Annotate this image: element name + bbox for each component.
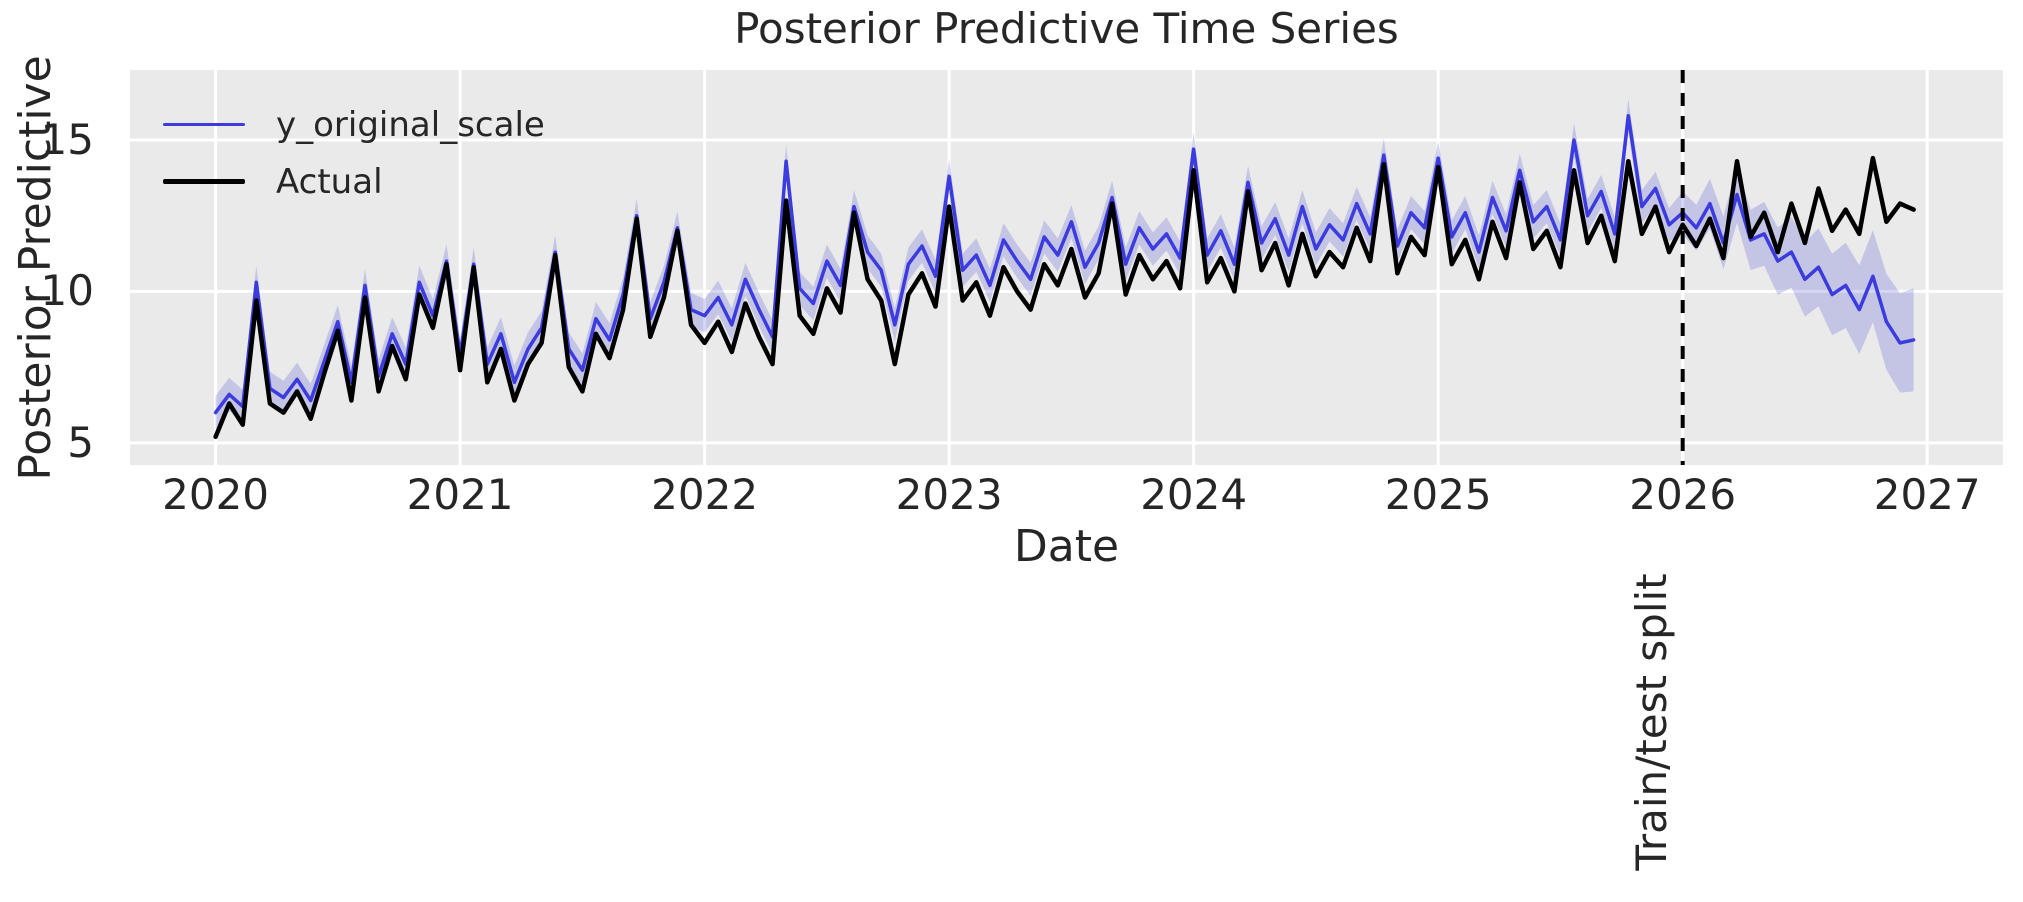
legend-label-actual: Actual bbox=[276, 161, 383, 202]
x-tick-label: 2022 bbox=[651, 470, 759, 519]
x-axis-label: Date bbox=[1013, 521, 1120, 572]
legend-label-predicted: y_original_scale bbox=[276, 104, 545, 145]
x-tick-label: 2027 bbox=[1873, 470, 1981, 519]
plot-area bbox=[130, 70, 2003, 465]
y-tick-label: 15 bbox=[40, 114, 94, 164]
x-tick-label: 2025 bbox=[1384, 470, 1492, 519]
predicted-line bbox=[213, 113, 1916, 415]
legend-line-swatch-black bbox=[163, 179, 245, 184]
chart-title: Posterior Predictive Time Series bbox=[734, 4, 1399, 53]
legend: y_original_scale Actual bbox=[163, 96, 545, 210]
x-tick-label: 2024 bbox=[1140, 470, 1248, 519]
x-tick-label: 2020 bbox=[162, 470, 270, 519]
x-tick-label: 2023 bbox=[895, 470, 1003, 519]
chart-canvas bbox=[130, 70, 2003, 465]
x-tick-label: 2026 bbox=[1629, 470, 1737, 519]
train-test-split-label: Train/test split bbox=[1627, 573, 1676, 871]
y-tick-label: 10 bbox=[40, 266, 94, 316]
actual-line bbox=[213, 155, 1916, 440]
legend-line-swatch-blue bbox=[163, 122, 245, 127]
legend-item-actual: Actual bbox=[163, 153, 545, 210]
x-tick-label: 2021 bbox=[406, 470, 514, 519]
y-tick-label: 5 bbox=[67, 417, 94, 467]
legend-item-predicted: y_original_scale bbox=[163, 96, 545, 153]
